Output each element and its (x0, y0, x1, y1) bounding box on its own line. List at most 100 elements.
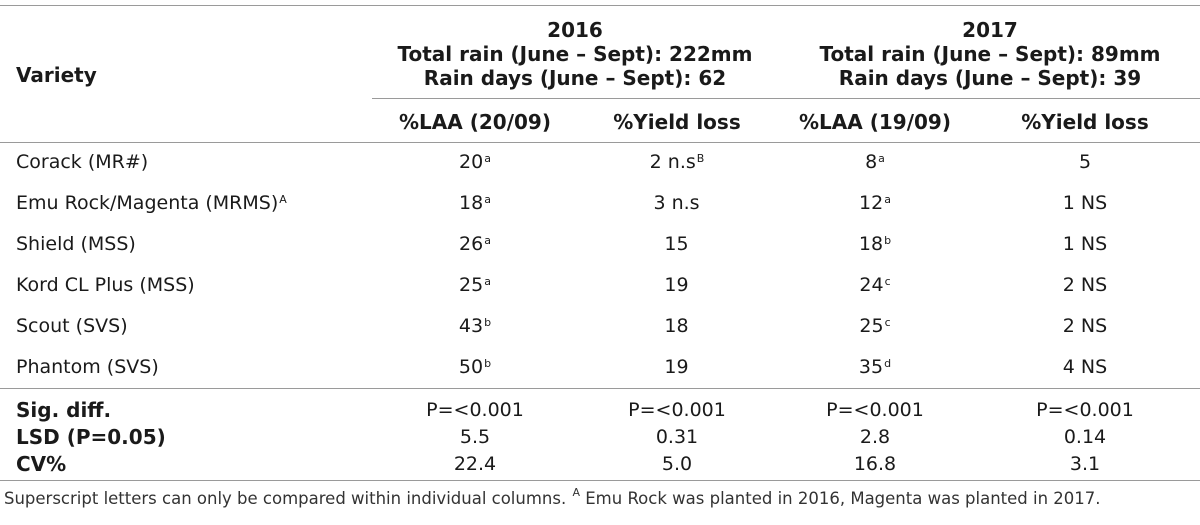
variety-cell: Corack (MR#) (16, 150, 149, 174)
yield-loss-2017-value: 4 NS (1062, 356, 1108, 378)
yield-loss-2016-value: 3 n.s (653, 192, 700, 214)
variety-name: Scout (SVS) (16, 315, 128, 337)
laa-2017-value: 24 (859, 274, 884, 296)
laa-2016-value: 25 (459, 274, 484, 296)
laa-2016-superscript: b (484, 316, 492, 329)
laa-2017-cell: 12a (780, 191, 970, 215)
laa-2017-superscript: d (884, 357, 892, 370)
yield-loss-2017-cell: 4 NS (990, 355, 1180, 379)
variety-cell: Shield (MSS) (16, 232, 137, 256)
variety-cell: Emu Rock/Magenta (MRMS)A (16, 191, 287, 215)
variety-name: Emu Rock/Magenta (MRMS) (16, 192, 279, 214)
laa-2017-value: 25 (859, 315, 884, 337)
laa-2016-value: 18 (459, 192, 484, 214)
laa-2017-superscript: c (884, 275, 891, 288)
laa-2017-value: 18 (858, 233, 884, 255)
col-header-yield-2016: %Yield loss (613, 110, 741, 134)
laa-2017-cell: 35d (780, 355, 970, 379)
stat-value: P=<0.001 (1036, 399, 1134, 421)
stat-value: 5.0 (661, 453, 693, 475)
laa-2016-superscript: a (484, 234, 491, 247)
variety-name: Kord CL Plus (MSS) (16, 274, 195, 296)
laa-2017-superscript: a (884, 193, 891, 206)
stat-value: 0.31 (655, 426, 699, 448)
stat-value: 3.1 (1069, 453, 1101, 475)
laa-2017-cell: 18b (780, 232, 970, 256)
laa-2017-value: 8 (865, 151, 878, 173)
yield-loss-2016-value: 19 (664, 274, 689, 296)
stat-value: P=<0.001 (826, 399, 924, 421)
laa-2017-cell: 25c (780, 314, 970, 338)
yield-loss-2016-cell: 2 n.sB (582, 150, 772, 174)
yield-loss-2016-cell: 19 (582, 355, 772, 379)
variety-cell: Phantom (SVS) (16, 355, 160, 379)
col-header-laa-2016: %LAA (20/09) (399, 110, 551, 134)
yield-loss-2016-value: 15 (664, 233, 689, 255)
laa-2017-superscript: a (878, 152, 885, 165)
laa-2017-cell: 8a (780, 150, 970, 174)
laa-2016-value: 50 (458, 356, 484, 378)
rain-days-2016: Rain days (June – Sept): 62 (423, 66, 727, 90)
yield-loss-2016-cell: 3 n.s (582, 191, 772, 215)
yield-loss-2017-cell: 2 NS (990, 273, 1180, 297)
variety-name: Phantom (SVS) (16, 356, 159, 378)
stat-value: P=<0.001 (426, 399, 524, 421)
stat-value: 22.4 (453, 453, 497, 475)
yield-loss-2016-value: 19 (664, 356, 689, 378)
footnote-text: Superscript letters can only be compared… (4, 489, 572, 508)
variety-header: Variety (16, 63, 97, 87)
yield-loss-2017-value: 5 (1078, 151, 1092, 173)
laa-2016-value: 20 (459, 151, 484, 173)
stat-label: LSD (P=0.05) (16, 425, 166, 449)
year-2016-header: 2016 (547, 18, 603, 42)
stat-value: P=<0.001 (628, 399, 726, 421)
body-bottom-rule (0, 388, 1200, 389)
laa-2017-cell: 24c (780, 273, 970, 297)
laa-2016-value: 43 (458, 315, 484, 337)
rain-2016: Total rain (June – Sept): 222mm (397, 42, 753, 66)
yield-loss-2016-cell: 15 (582, 232, 772, 256)
laa-2016-cell: 50b (380, 355, 570, 379)
laa-2016-cell: 18a (380, 191, 570, 215)
header-bottom-rule (0, 142, 1200, 143)
table-footnote: Superscript letters can only be compared… (4, 486, 1101, 508)
yield-loss-2016-cell: 18 (582, 314, 772, 338)
yield-loss-2016-superscript: B (696, 152, 705, 165)
rain-2017: Total rain (June – Sept): 89mm (819, 42, 1161, 66)
stat-value: 16.8 (853, 453, 897, 475)
col-header-laa-2017: %LAA (19/09) (799, 110, 951, 134)
laa-2016-superscript: a (484, 152, 491, 165)
laa-2016-superscript: a (484, 275, 491, 288)
variety-name: Corack (MR#) (16, 151, 149, 173)
laa-2017-superscript: b (884, 234, 892, 247)
laa-2016-superscript: a (484, 193, 491, 206)
rain-days-2017: Rain days (June – Sept): 39 (838, 66, 1142, 90)
stat-value: 2.8 (859, 426, 891, 448)
footnote-text-2: Emu Rock was planted in 2016, Magenta wa… (580, 489, 1101, 508)
laa-2016-cell: 25a (380, 273, 570, 297)
yield-loss-2017-value: 2 NS (1062, 315, 1108, 337)
stat-label: CV% (16, 452, 67, 476)
stat-value: 0.14 (1063, 426, 1107, 448)
laa-2016-superscript: b (484, 357, 492, 370)
yield-loss-2017-value: 1 NS (1062, 192, 1108, 214)
laa-2017-superscript: c (884, 316, 891, 329)
table-bottom-rule (0, 480, 1200, 481)
year-2017-header: 2017 (962, 18, 1018, 42)
variety-name: Shield (MSS) (16, 233, 136, 255)
yield-loss-2017-cell: 1 NS (990, 232, 1180, 256)
yield-loss-2017-value: 2 NS (1062, 274, 1108, 296)
laa-2016-value: 26 (459, 233, 484, 255)
laa-2017-value: 12 (859, 192, 884, 214)
laa-2016-cell: 43b (380, 314, 570, 338)
variety-cell: Scout (SVS) (16, 314, 129, 338)
footnote-superscript: A (572, 486, 581, 499)
year-group-rule (372, 98, 1200, 99)
stat-label: Sig. diff. (16, 398, 112, 422)
laa-2017-value: 35 (858, 356, 884, 378)
laa-2016-cell: 26a (380, 232, 570, 256)
yield-loss-2017-cell: 1 NS (990, 191, 1180, 215)
yield-loss-2017-value: 1 NS (1062, 233, 1108, 255)
col-header-yield-2017: %Yield loss (1021, 110, 1149, 134)
yield-loss-2017-cell: 2 NS (990, 314, 1180, 338)
